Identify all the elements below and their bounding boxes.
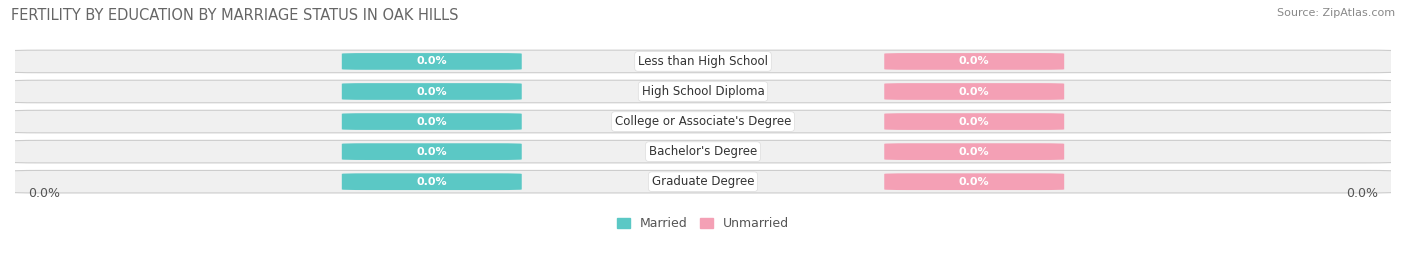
- Text: Bachelor's Degree: Bachelor's Degree: [650, 145, 756, 158]
- Text: 0.0%: 0.0%: [416, 177, 447, 187]
- FancyBboxPatch shape: [884, 83, 1064, 100]
- Text: 0.0%: 0.0%: [1346, 187, 1378, 200]
- Text: 0.0%: 0.0%: [416, 116, 447, 127]
- FancyBboxPatch shape: [342, 83, 522, 100]
- FancyBboxPatch shape: [342, 173, 522, 190]
- FancyBboxPatch shape: [8, 140, 1398, 163]
- Text: High School Diploma: High School Diploma: [641, 85, 765, 98]
- Text: Less than High School: Less than High School: [638, 55, 768, 68]
- FancyBboxPatch shape: [8, 80, 1398, 103]
- Text: 0.0%: 0.0%: [416, 147, 447, 157]
- Text: Graduate Degree: Graduate Degree: [652, 175, 754, 188]
- Legend: Married, Unmarried: Married, Unmarried: [617, 217, 789, 230]
- FancyBboxPatch shape: [342, 113, 522, 130]
- FancyBboxPatch shape: [884, 173, 1064, 190]
- FancyBboxPatch shape: [884, 113, 1064, 130]
- Text: Source: ZipAtlas.com: Source: ZipAtlas.com: [1277, 8, 1395, 18]
- Text: 0.0%: 0.0%: [959, 177, 990, 187]
- Text: 0.0%: 0.0%: [959, 56, 990, 66]
- FancyBboxPatch shape: [8, 50, 1398, 73]
- FancyBboxPatch shape: [8, 110, 1398, 133]
- Text: 0.0%: 0.0%: [416, 87, 447, 97]
- Text: 0.0%: 0.0%: [959, 116, 990, 127]
- FancyBboxPatch shape: [884, 53, 1064, 70]
- Text: College or Associate's Degree: College or Associate's Degree: [614, 115, 792, 128]
- Text: 0.0%: 0.0%: [416, 56, 447, 66]
- FancyBboxPatch shape: [342, 143, 522, 160]
- Text: 0.0%: 0.0%: [959, 147, 990, 157]
- Text: 0.0%: 0.0%: [959, 87, 990, 97]
- FancyBboxPatch shape: [884, 143, 1064, 160]
- FancyBboxPatch shape: [342, 53, 522, 70]
- FancyBboxPatch shape: [8, 171, 1398, 193]
- Text: FERTILITY BY EDUCATION BY MARRIAGE STATUS IN OAK HILLS: FERTILITY BY EDUCATION BY MARRIAGE STATU…: [11, 8, 458, 23]
- Text: 0.0%: 0.0%: [28, 187, 60, 200]
